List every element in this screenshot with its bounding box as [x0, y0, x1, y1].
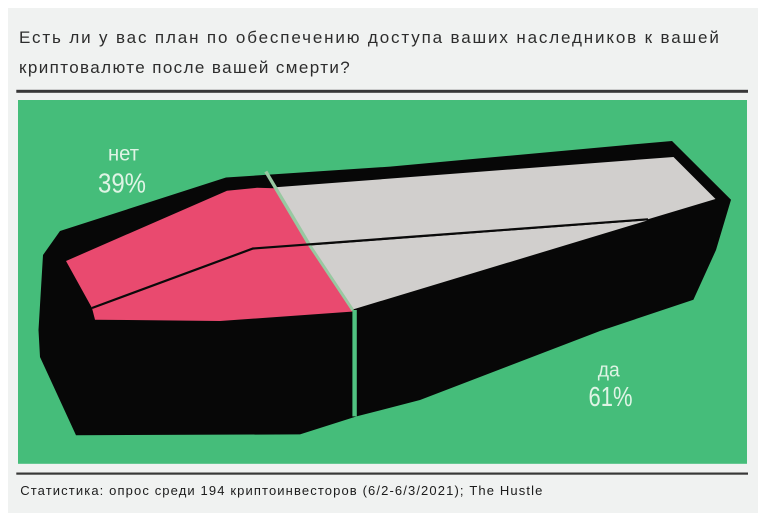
- svg-text:61%: 61%: [589, 381, 633, 412]
- svg-text:39%: 39%: [98, 168, 146, 199]
- svg-text:да: да: [598, 358, 621, 381]
- svg-text:нет: нет: [108, 143, 139, 166]
